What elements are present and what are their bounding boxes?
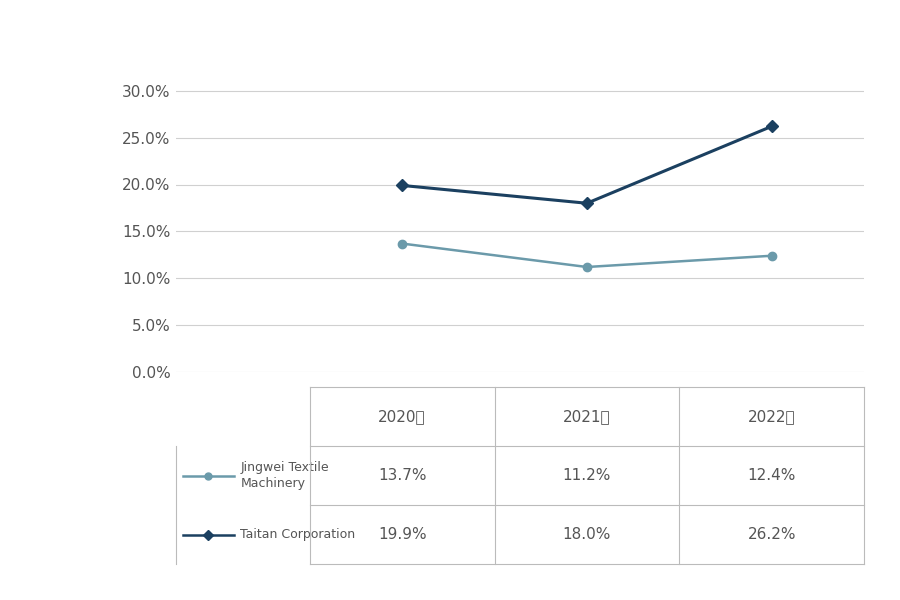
Text: Jingwei Textile
Machinery: Jingwei Textile Machinery	[240, 461, 328, 490]
Text: 11.2%: 11.2%	[562, 468, 611, 483]
Text: 26.2%: 26.2%	[747, 527, 796, 542]
Text: Taitan Corporation: Taitan Corporation	[240, 528, 356, 541]
Text: 2021年: 2021年	[563, 409, 611, 424]
Text: 2022年: 2022年	[748, 409, 796, 424]
Text: 13.7%: 13.7%	[378, 468, 427, 483]
Text: 2020年: 2020年	[378, 409, 426, 424]
Text: 18.0%: 18.0%	[562, 527, 611, 542]
Text: 12.4%: 12.4%	[747, 468, 796, 483]
Text: 19.9%: 19.9%	[378, 527, 427, 542]
